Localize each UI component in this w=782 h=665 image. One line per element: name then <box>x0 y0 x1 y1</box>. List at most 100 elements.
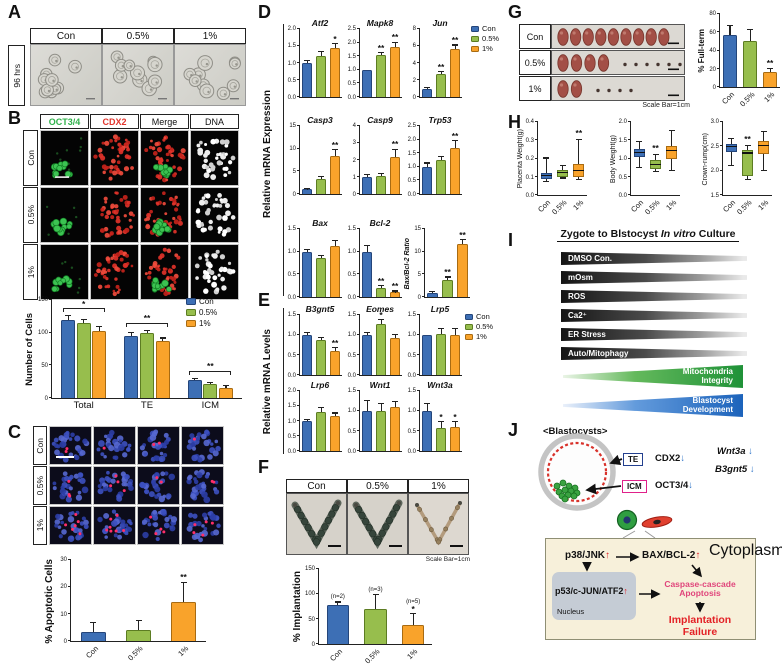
panel-h-label: H <box>508 112 521 132</box>
tunel-image <box>137 466 180 505</box>
scale-bar-note: Scale Bar=1cm <box>642 102 690 109</box>
chart-implantation: % Implantation 0 50 100 150 (n=2) (n=3) * (n=5) C… <box>292 566 432 665</box>
panel-e-ylabel: Relative mRNA Levels <box>261 329 273 435</box>
tunel-image <box>181 466 224 505</box>
legend-swatch-con <box>465 314 473 320</box>
chart-eomes: Eomes 0.0 0.5 1.0 1.5 * <box>346 304 402 379</box>
stress-wedge-ros: ROS <box>561 290 747 303</box>
tunel-image <box>49 506 92 545</box>
row-label-0_5: 0.5% <box>23 187 38 243</box>
te-box: TE <box>623 453 644 466</box>
icm-cell-cluster <box>553 479 581 503</box>
embryo-image-0_5 <box>102 44 174 106</box>
panel-d: D Relative mRNA Expression Atf2 0.0 0.5 1.0… <box>252 0 499 301</box>
legend-swatch-con <box>186 298 196 305</box>
col-header-con: Con <box>30 28 102 44</box>
if-image-1-dna <box>190 244 239 300</box>
chart-full-term: % Full-term 0 20 40 60 80 ** Con 0.5% 1% <box>697 11 780 108</box>
embryo-image-con <box>30 44 102 106</box>
legend-swatch-1 <box>465 334 473 340</box>
panel-d-ylabel: Relative mRNA Expression <box>261 90 273 219</box>
tunel-image <box>49 426 92 465</box>
chart-lrp6: Lrp6 0.0 0.5 1.0 1.5 2.0 <box>286 380 342 455</box>
legend-mrna-expression: Con 0.5% 1% <box>471 24 499 54</box>
legend-swatch-1 <box>471 46 479 52</box>
implantation-failure-node: Implantation Failure <box>668 614 732 638</box>
icm-cell-icon <box>616 509 638 531</box>
scale-bar-note: Scale Bar=1cm <box>425 556 470 563</box>
uterus-image-0_5 <box>347 493 408 555</box>
icm-arrow <box>585 483 622 495</box>
chart-jun: Jun 0 2 4 6 8 ** ** <box>406 18 462 101</box>
cdx2-node: CDX2↓ <box>655 453 686 464</box>
panel-i: I Zygote to Blstocyst In vitro Culture D… <box>495 228 782 420</box>
panel-a-label: A <box>8 2 21 22</box>
fetus-image-0_5 <box>551 50 685 75</box>
legend-swatch-con <box>471 26 479 32</box>
chart-body-weight: Body Weight(g) 0.0 0.5 1.0 1.5 2.0 ** Con 0.5% 1% <box>610 119 680 217</box>
panel-c-label: C <box>8 422 21 442</box>
fetus-image-1 <box>551 76 685 101</box>
chart-apoptotic-cells: % Apoptotic Cells 0 10 20 30 ** Con 0.5% 1% <box>44 557 206 662</box>
uterus-image-con <box>286 493 347 555</box>
row-label-con: Con <box>33 426 47 465</box>
tunel-image <box>93 466 136 505</box>
stress-wedge-ca2: Ca2⁺ <box>561 309 747 322</box>
nucleus-box <box>552 572 636 620</box>
col-header-con: Con <box>286 479 347 493</box>
legend-mrna-levels: Con 0.5% 1% <box>465 312 493 342</box>
col-header-0_5: 0.5% <box>102 28 174 44</box>
trophectoderm-ring <box>546 441 608 503</box>
row-label-0_5: 0.5% <box>33 466 47 505</box>
legend-swatch-0_5 <box>186 309 196 316</box>
panel-g: G Con 0.5% 1% Scale Bar=1cm % Full-term 0… <box>495 0 782 112</box>
panel-j: J <Blastocysts> Cytoplasm p38/JNK↑ BAX/B… <box>495 420 782 665</box>
p53-cjun-atf2-node: p53/c-JUN/ATF2↑ <box>555 586 628 596</box>
channel-header-dna: DNA <box>190 114 239 129</box>
mitochondria-integrity-wedge: Mitochondria Integrity <box>563 365 743 388</box>
chart-atf2: Atf2 0.0 0.5 1.0 1.5 2.0 * <box>286 18 342 101</box>
legend-cell-count: Con 0.5% 1% <box>186 296 217 329</box>
col-header-0_5: 0.5% <box>347 479 408 493</box>
chart-bax: Bax 0.0 0.5 1.0 1.5 <box>286 218 342 301</box>
panel-a: A Con 0.5% 1% 96 hrs <box>0 0 250 110</box>
if-image-0_5-cdx2 <box>90 187 139 243</box>
panel-c: C Con 0.5% 1% % Apoptotic Cells 0 10 20 30 **… <box>0 418 250 665</box>
panel-g-label: G <box>508 2 523 22</box>
chart-crown-rump: Crown-rump(cm) 1.5 2.0 2.5 3.0 ** Con 0.5% 1% <box>702 119 772 217</box>
chart-b3gnt5: B3gnt5 0.0 0.5 1.0 1.5 ** <box>286 304 342 379</box>
panel-b-label: B <box>8 108 21 128</box>
blastocyst-outline <box>538 433 616 511</box>
panel-f: F Con 0.5% 1% Scale Bar=1cm % Implantati… <box>252 455 484 665</box>
te-cell-icon <box>641 516 673 528</box>
timepoint-label: 96 hrs <box>8 45 25 106</box>
cytoplasm-label: Cytoplasm <box>709 542 782 559</box>
uterus-image-1 <box>408 493 469 555</box>
chart-bax-bcl2-ratio: Bax/Bcl-2 Ratio 0 5 10 15 ** ** <box>404 218 470 301</box>
chart-casp9: Casp9 0 1 2 3 4 ** <box>346 115 402 198</box>
tunel-image <box>137 506 180 545</box>
chart-placenta-weight: Placenta Weight(g) 0.0 0.1 0.2 0.3 0.4 ** Con 0.… <box>517 119 587 217</box>
row-label-1: 1% <box>33 506 47 545</box>
panel-d-label: D <box>258 2 271 22</box>
chart-casp3: Casp3 0 5 10 15 ** <box>286 115 342 198</box>
if-image-0_5-oct34 <box>40 187 89 243</box>
panel-h: H Placenta Weight(g) 0.0 0.1 0.2 0.3 0.4 ** Con… <box>495 112 782 228</box>
caspase-cascade-node: Caspase-cascade Apoptosis <box>664 579 736 598</box>
icm-box: ICM <box>622 480 647 493</box>
legend-swatch-0_5 <box>465 324 473 330</box>
chart-wnt3a: Wnt3a 0.0 0.5 1.0 1.5 * * <box>406 380 462 455</box>
funnel-lines <box>622 530 656 539</box>
legend-swatch-0_5 <box>471 36 479 42</box>
if-image-con-cdx2 <box>90 130 139 186</box>
tunel-image <box>181 426 224 465</box>
row-label-0_5: 0.5% <box>519 50 551 75</box>
stress-wedge-mitophagy: Auto/Mitophagy <box>561 347 747 360</box>
chart-lrp5: Lrp5 0.0 0.5 1.0 1.5 <box>406 304 462 379</box>
bax-bcl2-node: BAX/BCL-2↑ <box>642 550 701 561</box>
if-image-con-oct34 <box>40 130 89 186</box>
tunel-image <box>93 426 136 465</box>
if-image-1-merge <box>140 244 189 300</box>
legend-swatch-1 <box>186 320 196 327</box>
